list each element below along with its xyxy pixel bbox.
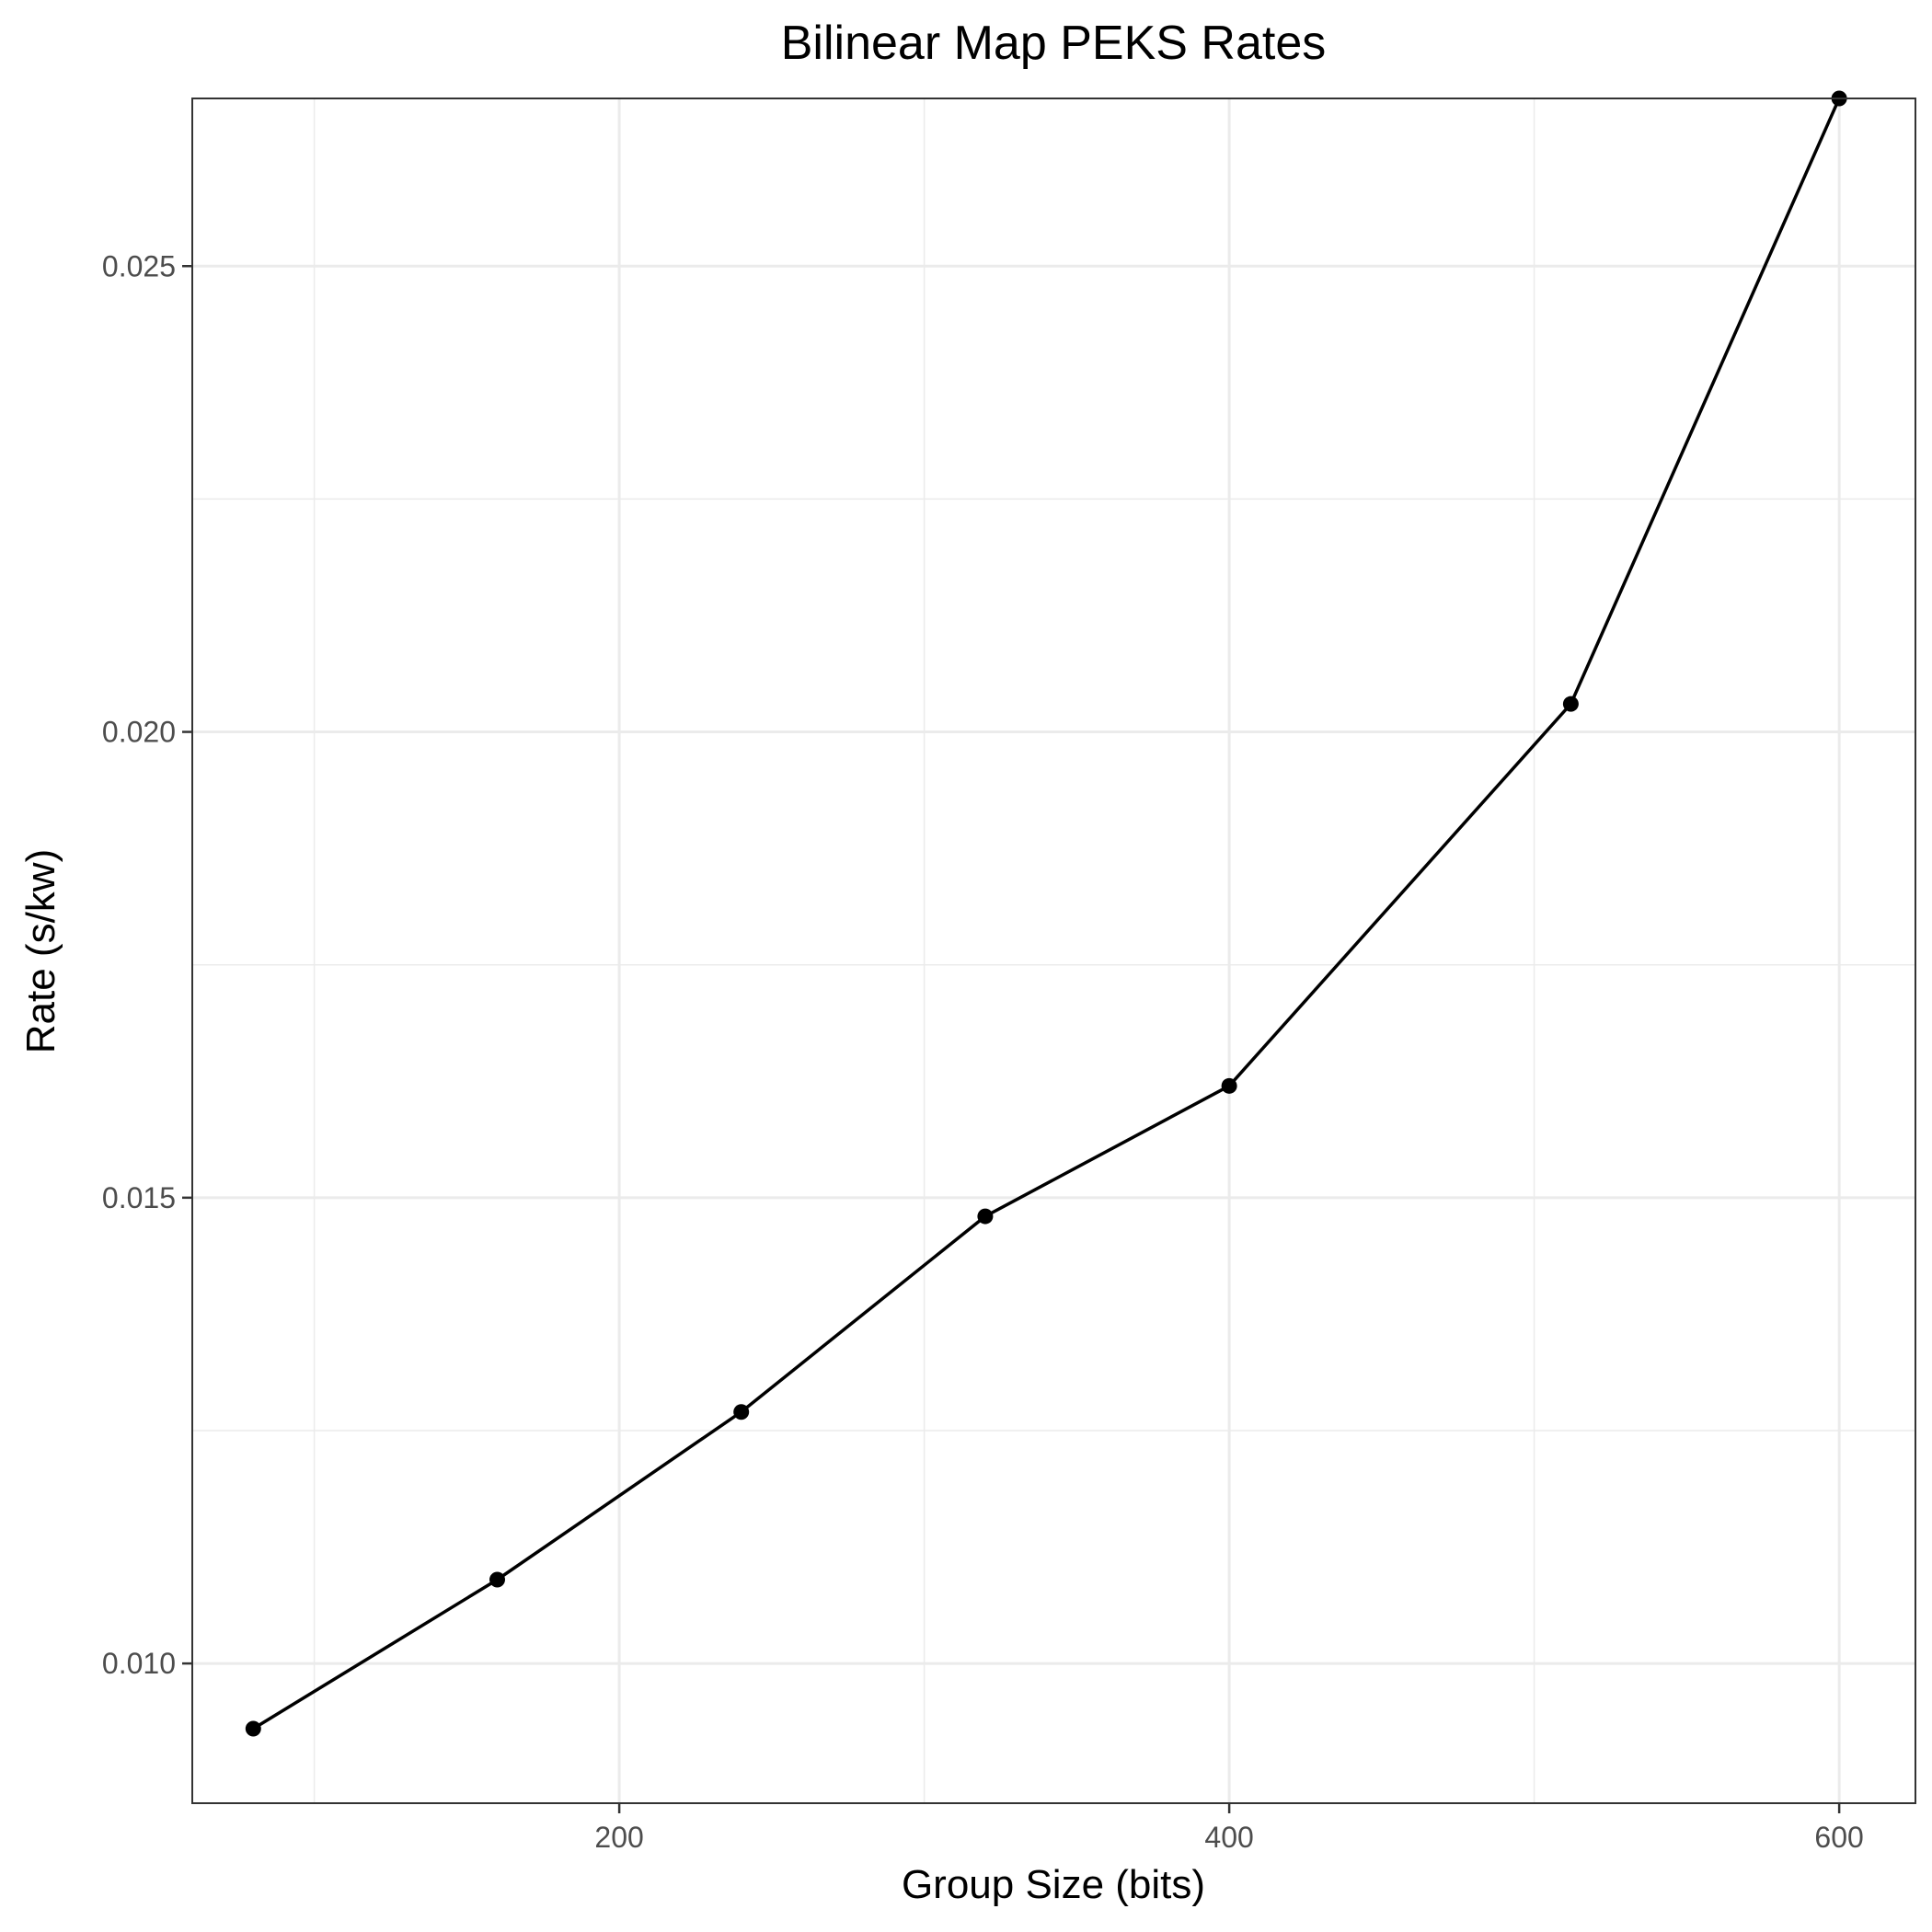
minor-gridlines: [192, 98, 1915, 1803]
x-tick-label: 200: [594, 1821, 643, 1854]
major-gridlines: [192, 98, 1915, 1803]
data-point: [977, 1208, 994, 1225]
data-point: [245, 1720, 261, 1737]
y-tick-label: 0.015: [102, 1181, 176, 1214]
data-point: [1562, 696, 1579, 712]
y-axis-title: Rate (s/kw): [18, 849, 63, 1053]
panel-border: [191, 98, 1916, 1804]
x-axis-title: Group Size (bits): [902, 1862, 1205, 1907]
y-axis: 0.010 0.015 0.020 0.025: [102, 249, 192, 1680]
x-tick-label: 600: [1814, 1821, 1863, 1854]
series-layer: [245, 90, 1847, 1737]
x-axis: 200 400 600: [594, 1803, 1864, 1854]
data-point: [733, 1404, 750, 1420]
y-tick-label: 0.025: [102, 249, 176, 282]
data-point: [489, 1571, 506, 1588]
y-tick-label: 0.020: [102, 716, 176, 749]
data-point: [1221, 1077, 1237, 1094]
x-tick-label: 400: [1204, 1821, 1253, 1854]
y-tick-label: 0.010: [102, 1647, 176, 1680]
chart-title: Bilinear Map PEKS Rates: [781, 17, 1327, 70]
